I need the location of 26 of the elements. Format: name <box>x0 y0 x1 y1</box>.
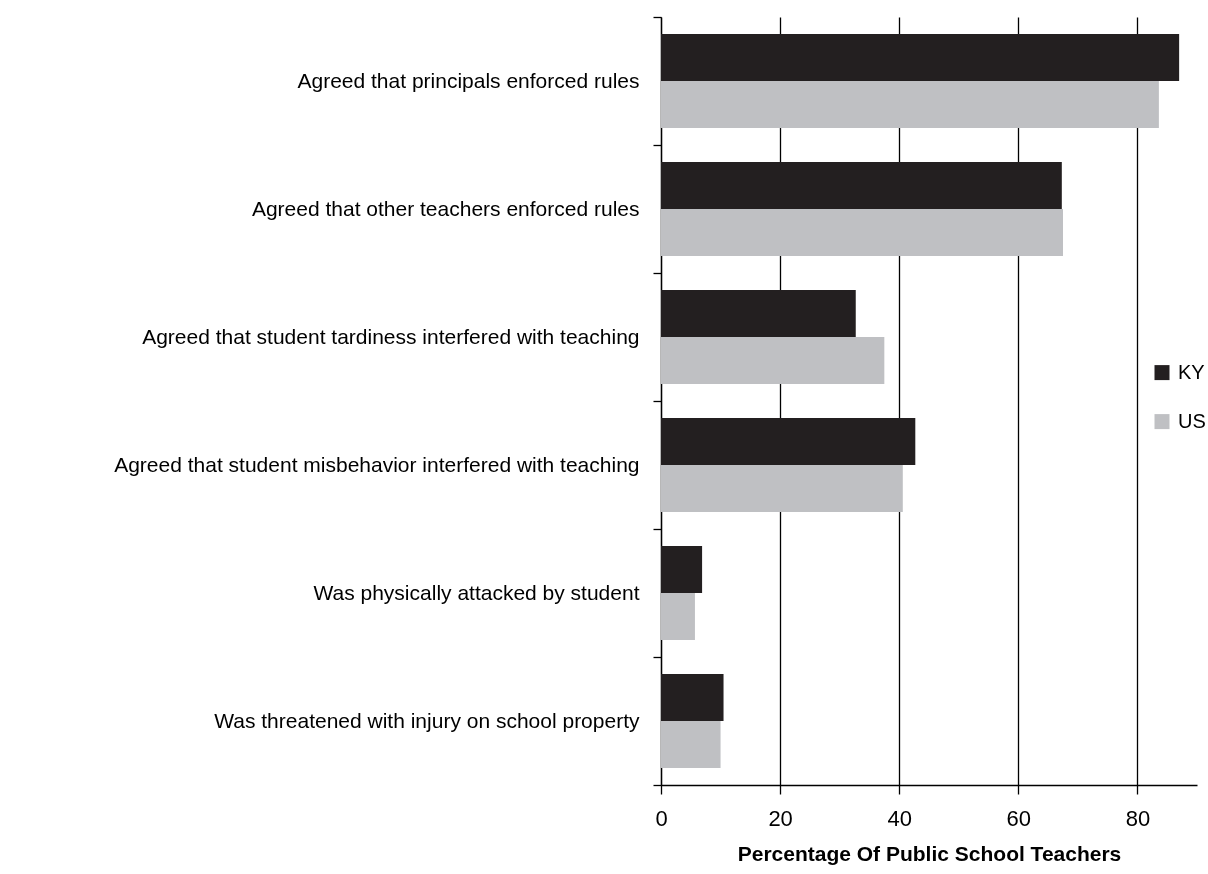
bar <box>661 546 703 593</box>
x-tick-label: 60 <box>1006 805 1032 831</box>
bar <box>661 34 1180 81</box>
y-tick-label: Agreed that other teachers enforced rules <box>251 196 640 220</box>
y-tick-label: Was threatened with injury on school property <box>214 708 640 732</box>
bar <box>661 465 903 512</box>
bar <box>661 721 721 768</box>
x-tick-label: 40 <box>887 805 912 831</box>
legend-label: US <box>1178 409 1206 432</box>
y-tick-label: Agreed that principals enforced rules <box>297 68 640 92</box>
bar <box>661 81 1159 128</box>
x-tick-label: 0 <box>655 805 668 831</box>
y-tick-label: Was physically attacked by student <box>313 580 640 604</box>
x-tick-label: 20 <box>768 805 793 831</box>
y-tick-label: Agreed that student misbehavior interfered with teaching <box>114 452 640 476</box>
bar <box>661 290 856 337</box>
x-tick-label: 80 <box>1125 805 1151 831</box>
bar <box>661 418 916 465</box>
bar <box>661 593 695 640</box>
bar <box>661 162 1062 209</box>
bar <box>661 209 1063 256</box>
bar <box>661 674 724 721</box>
y-tick-label: Agreed that student tardiness interfered with teaching <box>142 324 640 348</box>
bar <box>661 337 885 384</box>
legend-label: KY <box>1178 360 1205 383</box>
x-axis-title: Percentage Of Public School Teachers <box>737 841 1122 865</box>
